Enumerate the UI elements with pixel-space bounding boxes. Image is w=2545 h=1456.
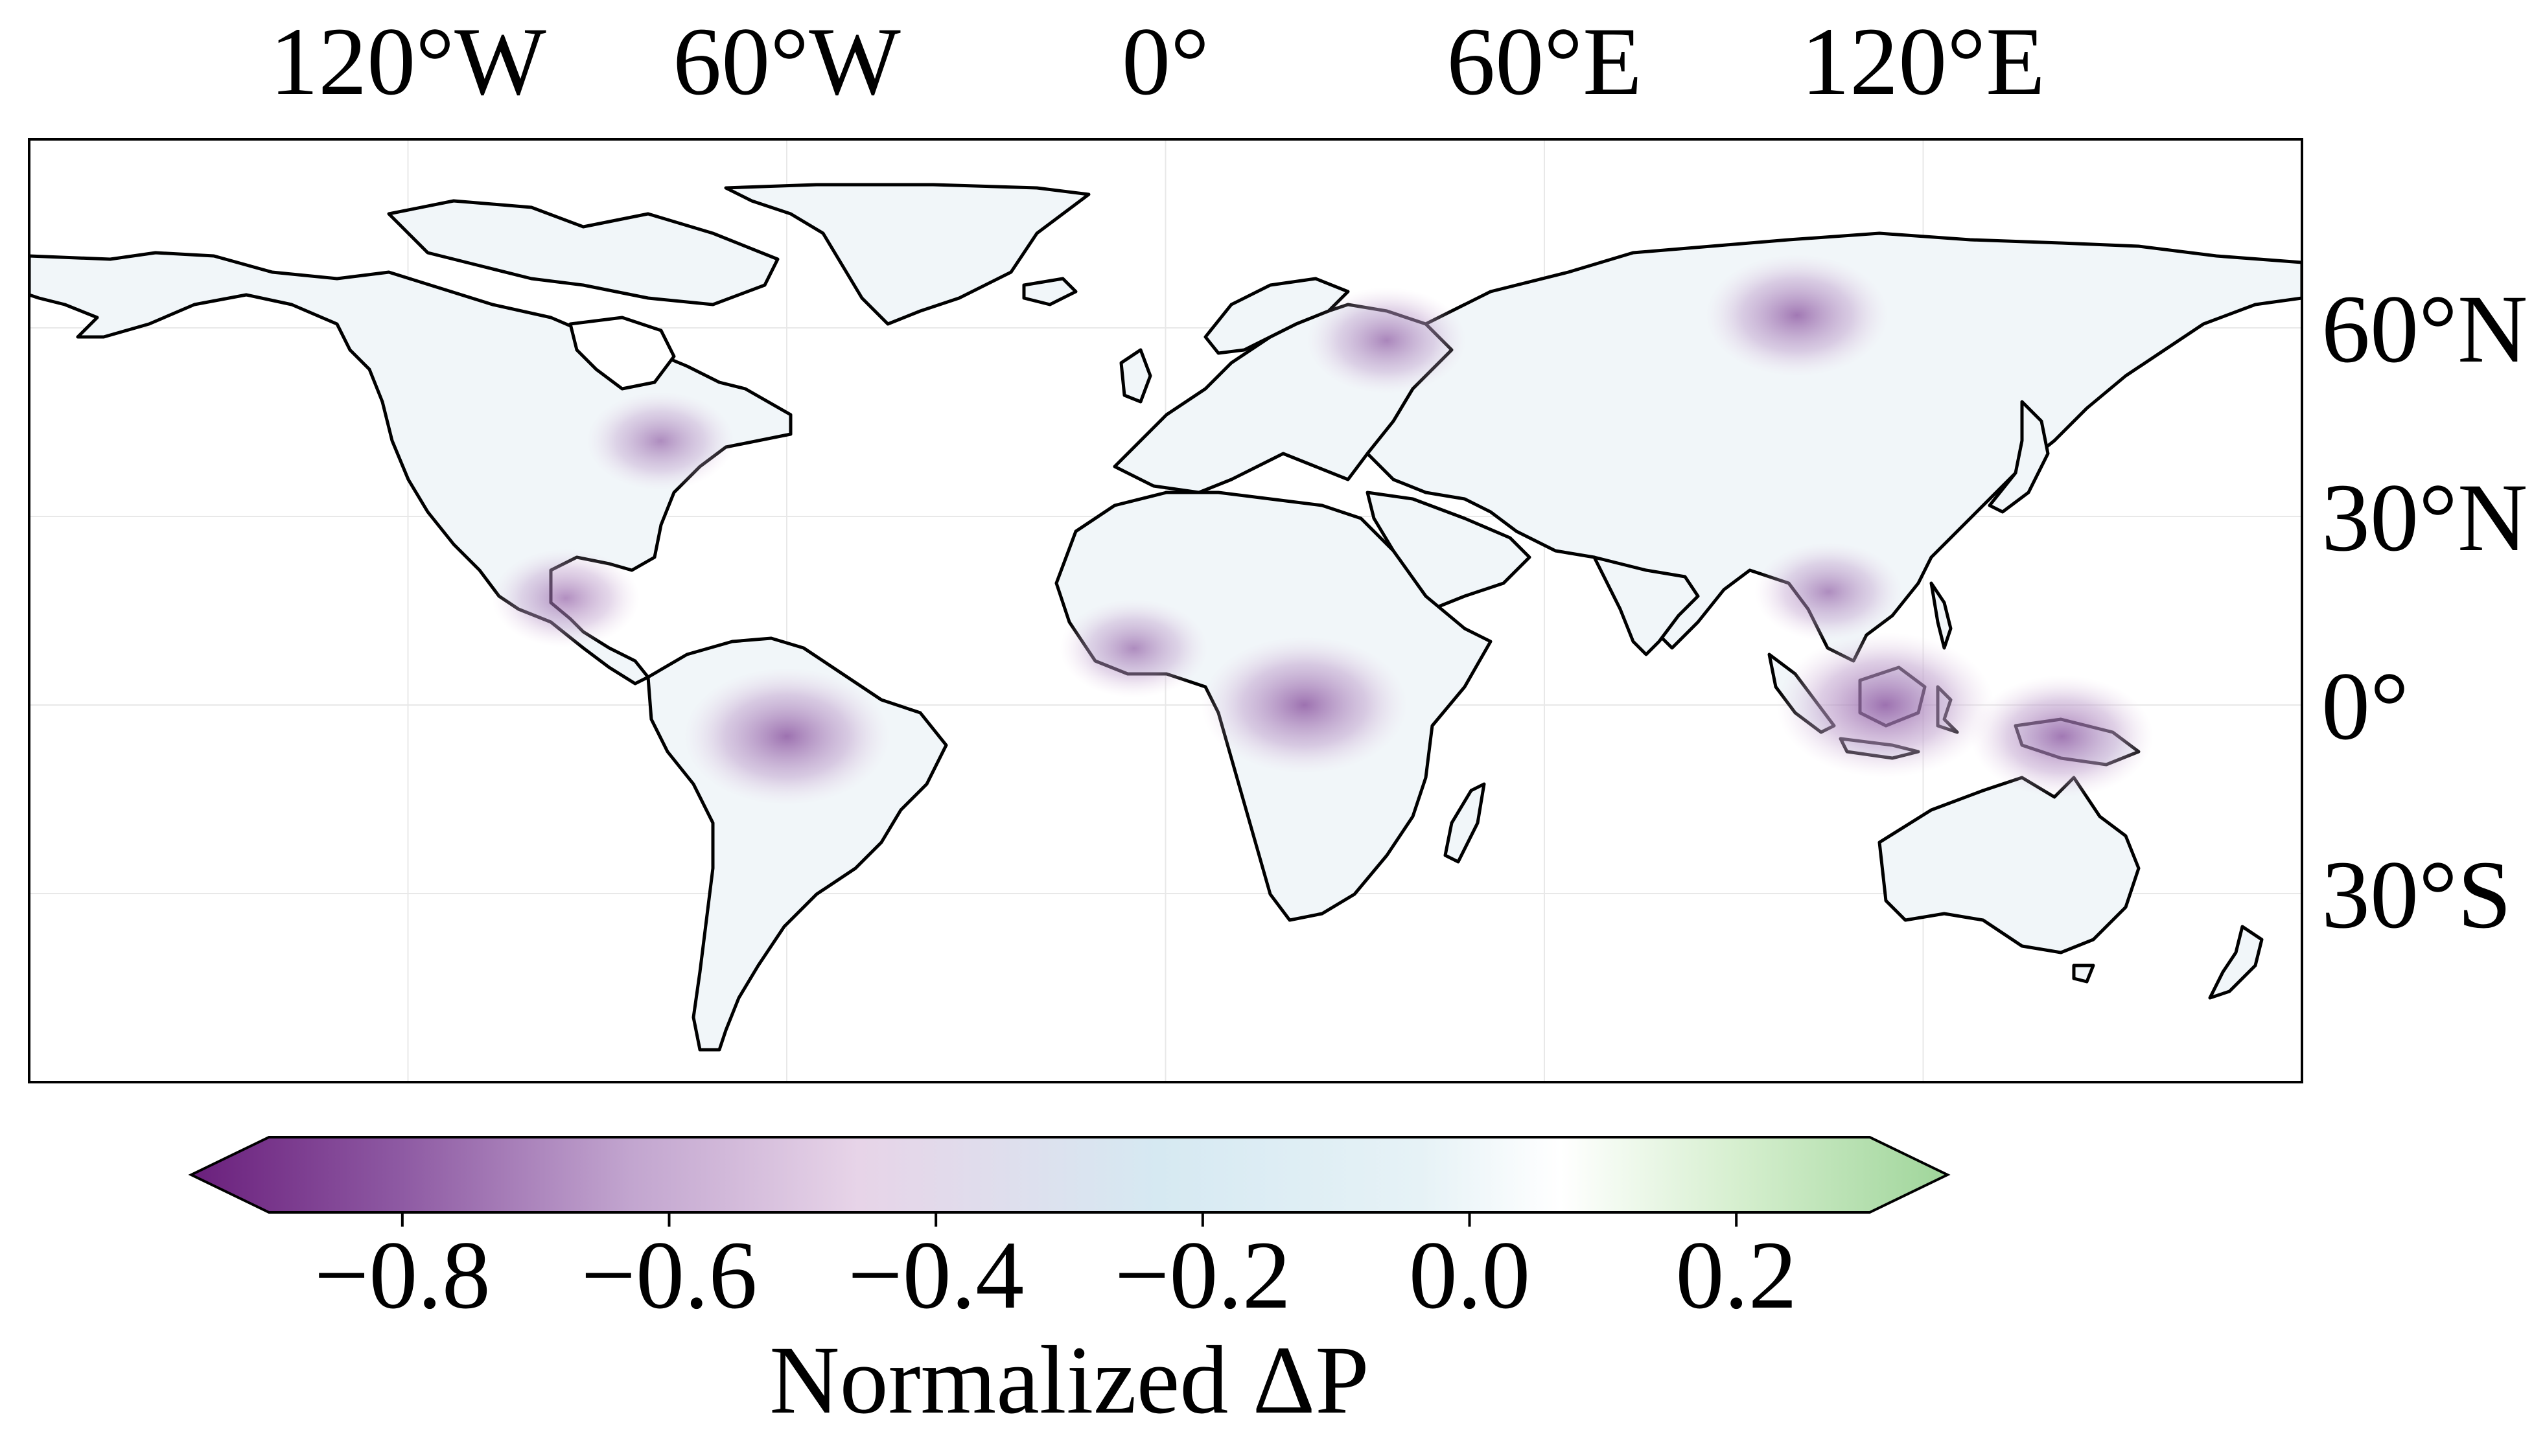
lat-tick-label: 30°S (2321, 841, 2511, 949)
greenland (724, 183, 1091, 326)
colorbar-body (188, 1136, 1951, 1214)
hotspot-region (1970, 675, 2154, 798)
colorbar-tick-label: −0.4 (848, 1221, 1024, 1329)
colorbar-label: Normalized ΔP (769, 1326, 1369, 1434)
hudson-bay (568, 316, 676, 391)
land-layer (29, 183, 2302, 1052)
india (1592, 555, 1700, 656)
lon-tick-label: 60°E (1447, 8, 1642, 115)
colorbar-tick-label: −0.6 (581, 1221, 757, 1329)
japan (1988, 400, 2050, 514)
lon-tick-label: 120°W (270, 8, 546, 115)
hotspot-region (1705, 254, 1888, 376)
colorbar-tick-label: −0.2 (1115, 1221, 1291, 1329)
hotspot-region (684, 667, 890, 805)
hotspot-region (587, 391, 735, 491)
hotspot-region (1754, 542, 1903, 641)
madagascar (1443, 782, 1486, 864)
lat-tick-label: 30°N (2321, 464, 2528, 572)
philippines (1929, 581, 1953, 650)
hotspot-region (1307, 287, 1467, 394)
map-border (28, 138, 2303, 1083)
iceland (1022, 277, 1078, 306)
tasmania (2072, 964, 2095, 984)
colorbar-tick-label: 0.2 (1675, 1221, 1797, 1329)
colorbar-tick-label: 0.0 (1409, 1221, 1531, 1329)
hotspot-region (1201, 636, 1408, 774)
arctic-islands (387, 199, 780, 306)
new-zealand (2208, 925, 2264, 1000)
lon-tick-label: 120°E (1801, 8, 2045, 115)
hotspot-region (1776, 632, 1995, 778)
hotspot-region (1060, 599, 1208, 698)
colorbar: −0.8 −0.6 −0.4 −0.2 0.0 0.2 Normalized ΔP (188, 1136, 1951, 1434)
colorbar-ticks: −0.8 −0.6 −0.4 −0.2 0.0 0.2 (314, 1212, 1797, 1329)
british-isles (1119, 348, 1152, 404)
lat-tick-label: 60°N (2321, 275, 2528, 383)
colorbar-tick-label: −0.8 (314, 1221, 491, 1329)
lon-tick-label: 60°W (673, 8, 901, 115)
lat-tick-labels: 60°N 30°N 0° 30°S (2321, 275, 2528, 949)
lon-tick-labels: 120°W 60°W 0° 60°E 120°E (270, 8, 2045, 115)
hotspot-region (492, 549, 640, 648)
lon-tick-label: 0° (1122, 8, 1209, 115)
lat-tick-label: 0° (2321, 653, 2409, 760)
hotspot-layer (492, 254, 2154, 805)
